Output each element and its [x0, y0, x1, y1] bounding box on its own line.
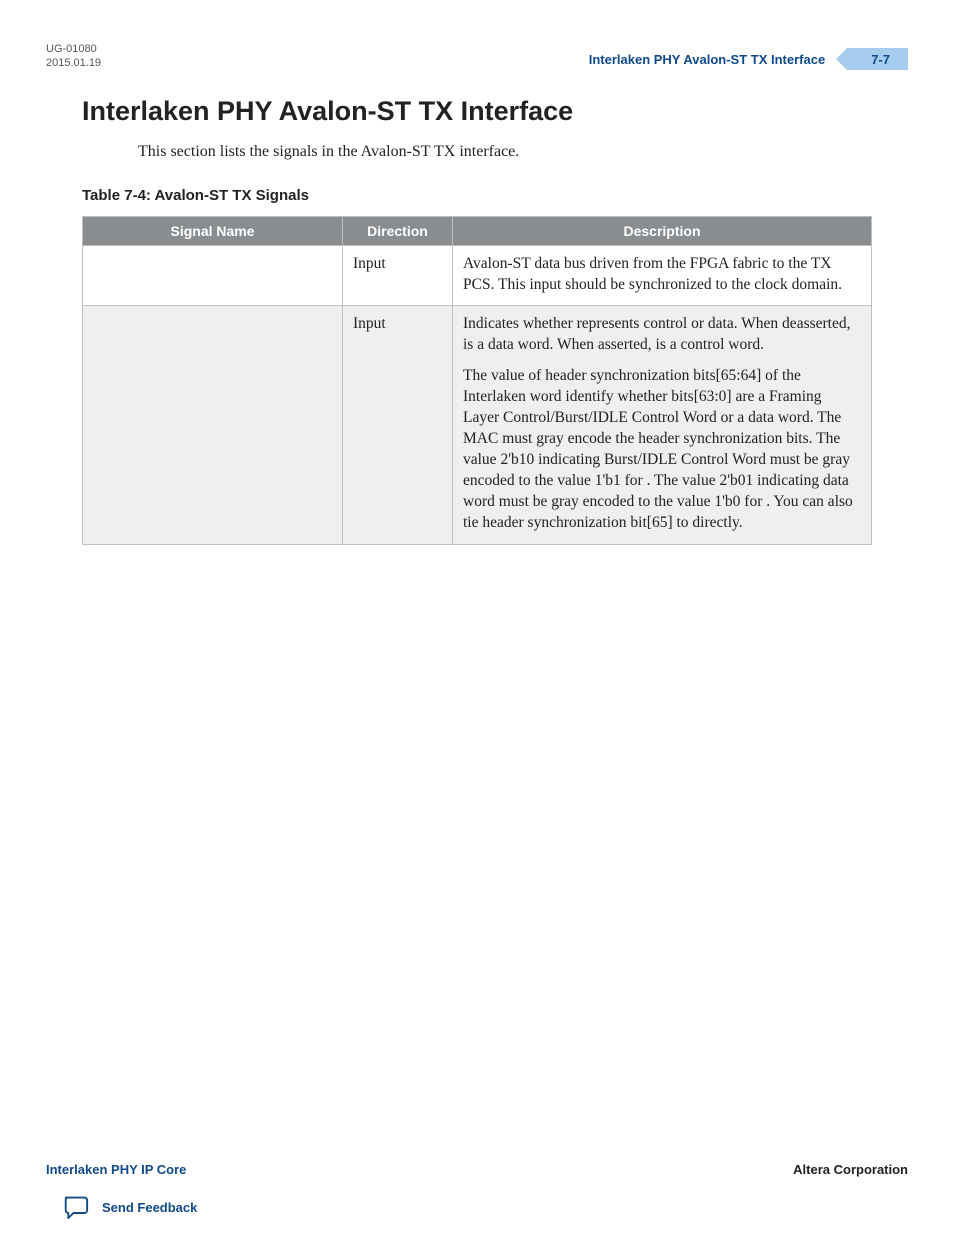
feedback-label: Send Feedback: [102, 1200, 197, 1215]
page-footer: Interlaken PHY IP Core Altera Corporatio…: [46, 1162, 908, 1177]
footer-right: Altera Corporation: [793, 1162, 908, 1177]
cell-direction: Input: [343, 245, 453, 306]
page-content: Interlaken PHY Avalon-ST TX Interface Th…: [82, 96, 872, 545]
cell-signal: [83, 245, 343, 306]
send-feedback-link[interactable]: Send Feedback: [62, 1195, 197, 1219]
cell-direction: Input: [343, 306, 453, 544]
desc-paragraph: The value of header synchronization bits…: [463, 366, 861, 533]
page-header: UG-01080 2015.01.19 Interlaken PHY Avalo…: [46, 42, 908, 82]
footer-left[interactable]: Interlaken PHY IP Core: [46, 1162, 186, 1177]
comment-icon: [62, 1195, 90, 1219]
col-header-signal: Signal Name: [83, 216, 343, 245]
doc-date: 2015.01.19: [46, 56, 101, 70]
running-title: Interlaken PHY Avalon-ST TX Interface: [589, 52, 825, 67]
desc-paragraph: Avalon-ST data bus driven from the FPGA …: [463, 254, 861, 296]
doc-id: UG-01080: [46, 42, 101, 56]
cell-signal: [83, 306, 343, 544]
table-caption: Table 7-4: Avalon-ST TX Signals: [82, 187, 872, 204]
col-header-direction: Direction: [343, 216, 453, 245]
header-doc-meta: UG-01080 2015.01.19: [46, 42, 101, 71]
signals-table: Signal Name Direction Description Input …: [82, 216, 872, 545]
cell-description: Indicates whether represents control or …: [453, 306, 872, 544]
desc-paragraph: Indicates whether represents control or …: [463, 314, 861, 356]
page-number-tab: 7-7: [847, 48, 908, 70]
col-header-description: Description: [453, 216, 872, 245]
table-row: Input Indicates whether represents contr…: [83, 306, 872, 544]
table-row: Input Avalon-ST data bus driven from the…: [83, 245, 872, 306]
section-title: Interlaken PHY Avalon-ST TX Interface: [82, 96, 872, 127]
section-intro: This section lists the signals in the Av…: [138, 141, 872, 163]
table-header-row: Signal Name Direction Description: [83, 216, 872, 245]
page-number: 7-7: [871, 52, 890, 67]
header-right: Interlaken PHY Avalon-ST TX Interface 7-…: [589, 48, 908, 70]
cell-description: Avalon-ST data bus driven from the FPGA …: [453, 245, 872, 306]
